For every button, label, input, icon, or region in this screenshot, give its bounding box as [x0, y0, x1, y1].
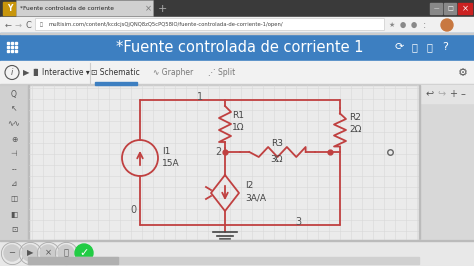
Text: ★: ★ [389, 22, 395, 28]
Bar [3, 2, 16, 15]
Bar [28, 257, 118, 264]
Bar [0, 17, 474, 33]
Circle shape [4, 245, 20, 261]
Text: ⚙: ⚙ [458, 68, 468, 77]
Text: ✓: ✓ [79, 248, 89, 258]
Text: multisim.com/content/kcdcjsQjQNQ8zQ5cPQ58IO/fuente-controlada-de-corriente-1/ope: multisim.com/content/kcdcjsQjQNQ8zQ5cPQ5… [49, 22, 283, 27]
Text: ◫: ◫ [10, 194, 18, 203]
Text: →: → [15, 20, 21, 30]
Text: –: – [461, 89, 465, 99]
Text: ▶: ▶ [27, 248, 33, 257]
Bar [458, 3, 472, 14]
Text: 15A: 15A [162, 159, 180, 168]
Bar [0, 33, 474, 34]
Text: ×: × [45, 248, 52, 257]
Bar [0, 85, 28, 240]
Bar [0, 33, 474, 61]
Text: *Fuente controlada de corriente 1: *Fuente controlada de corriente 1 [116, 39, 364, 55]
Text: 3A/A: 3A/A [245, 193, 266, 202]
Text: ⏸: ⏸ [64, 248, 69, 257]
Circle shape [58, 245, 74, 261]
Bar [430, 3, 442, 14]
Text: Q: Q [11, 89, 17, 98]
Text: ⊡ Schematic: ⊡ Schematic [91, 68, 139, 77]
Text: R3: R3 [271, 139, 283, 148]
Text: ←: ← [4, 20, 11, 30]
Text: ⤡: ⤡ [426, 42, 432, 52]
Circle shape [441, 19, 453, 31]
Bar [28, 85, 29, 240]
Text: ⬤: ⬤ [411, 22, 417, 28]
Text: ?: ? [442, 42, 448, 52]
Text: C: C [25, 20, 31, 30]
Text: ∿ Grapher: ∿ Grapher [153, 68, 193, 77]
Text: □: □ [447, 6, 453, 11]
Bar [419, 85, 420, 240]
Text: ▶: ▶ [23, 68, 29, 77]
Text: —: — [433, 6, 439, 11]
Text: Y: Y [7, 4, 12, 13]
Bar [0, 61, 474, 84]
Text: +: + [157, 3, 167, 14]
Text: :: : [423, 20, 427, 30]
Text: I2: I2 [245, 181, 253, 190]
Text: I1: I1 [162, 147, 170, 156]
Text: ⟳: ⟳ [394, 42, 404, 52]
Text: ◧: ◧ [10, 210, 18, 218]
Bar [419, 85, 474, 240]
Text: +: + [449, 89, 457, 99]
FancyBboxPatch shape [17, 1, 154, 16]
Text: 3: 3 [295, 217, 301, 227]
Text: ⊕: ⊕ [11, 135, 17, 143]
Text: ⊿: ⊿ [11, 180, 17, 189]
Text: R1: R1 [232, 111, 244, 120]
Text: *Fuente controlada de corriente: *Fuente controlada de corriente [20, 6, 114, 11]
Circle shape [75, 244, 93, 262]
Text: ⋰ Split: ⋰ Split [209, 68, 236, 77]
Text: ⊡: ⊡ [11, 225, 17, 234]
Bar [419, 85, 474, 103]
Bar [0, 84, 474, 85]
Bar [444, 3, 456, 14]
Bar [0, 240, 474, 266]
Text: ×: × [462, 4, 468, 13]
Text: ↪: ↪ [437, 89, 445, 99]
Text: i: i [11, 68, 13, 77]
Bar [0, 0, 474, 17]
Text: ▐▌: ▐▌ [31, 69, 41, 76]
Text: ↖: ↖ [11, 105, 17, 114]
Text: ↩: ↩ [426, 89, 434, 99]
Text: Interactive ▾: Interactive ▾ [42, 68, 90, 77]
Text: ⊣: ⊣ [11, 149, 18, 159]
Text: 0: 0 [130, 205, 136, 215]
FancyBboxPatch shape [36, 19, 384, 31]
Text: 2: 2 [215, 147, 221, 157]
Text: ∿∿: ∿∿ [8, 119, 20, 128]
Text: 1: 1 [197, 92, 203, 102]
Text: −: − [9, 248, 16, 257]
Circle shape [40, 245, 56, 261]
Text: 2Ω: 2Ω [349, 126, 361, 135]
Text: ⤢: ⤢ [411, 42, 417, 52]
Text: ×: × [145, 4, 152, 13]
Circle shape [22, 245, 38, 261]
Bar [29, 85, 419, 240]
Text: R2: R2 [349, 114, 361, 123]
Text: ╌: ╌ [12, 164, 16, 173]
Text: 1Ω: 1Ω [232, 123, 245, 131]
Text: 🔒: 🔒 [40, 22, 43, 27]
Bar [0, 240, 474, 241]
Bar [95, 82, 137, 85]
Text: ⬤: ⬤ [400, 22, 406, 28]
Bar [28, 257, 419, 264]
Text: 3Ω: 3Ω [271, 156, 283, 164]
